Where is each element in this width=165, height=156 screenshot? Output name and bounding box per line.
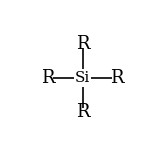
- Text: R: R: [41, 69, 55, 87]
- Text: R: R: [110, 69, 124, 87]
- Text: Si: Si: [75, 71, 90, 85]
- Text: R: R: [76, 35, 89, 53]
- Text: R: R: [76, 103, 89, 121]
